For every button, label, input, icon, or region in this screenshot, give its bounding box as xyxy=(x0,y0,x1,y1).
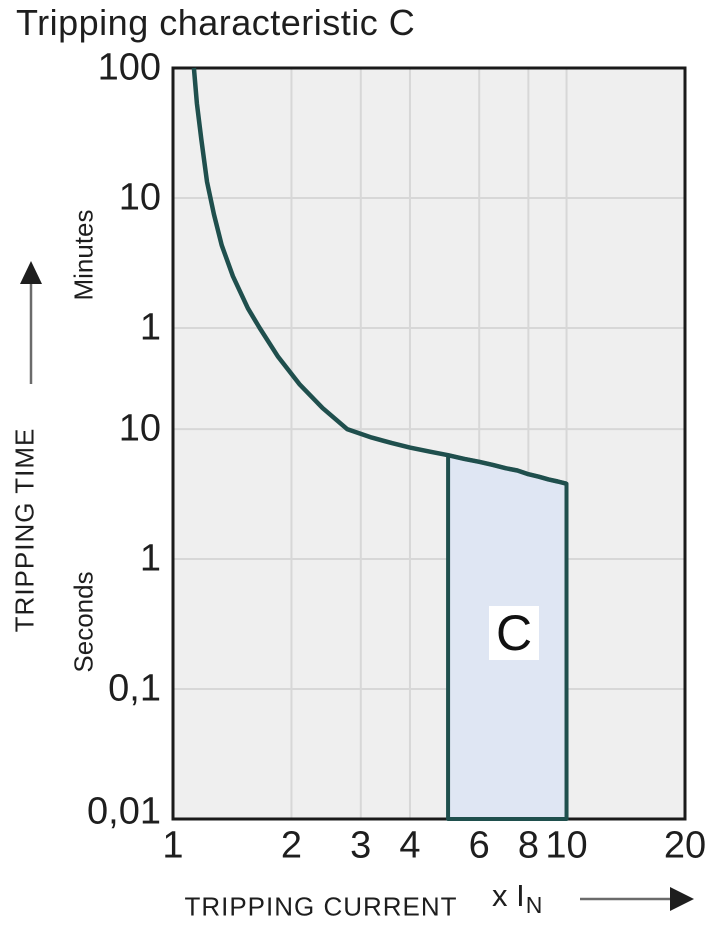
y-tick-label: 10 xyxy=(118,407,161,450)
y-axis-unit-minutes: Minutes xyxy=(68,209,99,301)
y-tick-label: 10 xyxy=(118,176,161,219)
x-tick-label: 6 xyxy=(468,824,490,867)
x-axis-arrow-icon xyxy=(670,887,694,911)
x-tick-label: 1 xyxy=(162,824,184,867)
y-tick-label: 100 xyxy=(97,46,161,89)
x-axis-unit-subscript: N xyxy=(525,892,543,918)
x-tick-label: 10 xyxy=(545,824,588,867)
x-tick-label: 2 xyxy=(280,824,303,867)
x-tick-label: 20 xyxy=(663,824,707,867)
x-tick-label: 3 xyxy=(350,824,372,867)
x-tick-label: 4 xyxy=(399,824,421,867)
x-axis-unit-text: x I xyxy=(492,878,525,913)
y-axis-arrow-icon xyxy=(20,261,42,284)
x-axis-unit: x IN xyxy=(492,878,542,918)
plot-area xyxy=(173,68,685,819)
plot-frame xyxy=(171,66,687,821)
region-c-label: C xyxy=(489,605,539,661)
y-tick-label: 0,01 xyxy=(87,790,161,833)
x-axis-label: TRIPPING CURRENT xyxy=(184,891,458,922)
y-tick-label: 0,1 xyxy=(108,667,161,710)
x-tick-label: 8 xyxy=(517,824,539,867)
chart-title: Tripping characteristic C xyxy=(16,2,416,43)
y-tick-label: 1 xyxy=(139,537,161,580)
y-tick-label: 1 xyxy=(139,306,161,349)
tripping-curve xyxy=(191,67,568,486)
y-axis-label: TRIPPING TIME xyxy=(9,427,40,633)
y-axis-unit-seconds: Seconds xyxy=(68,571,99,673)
